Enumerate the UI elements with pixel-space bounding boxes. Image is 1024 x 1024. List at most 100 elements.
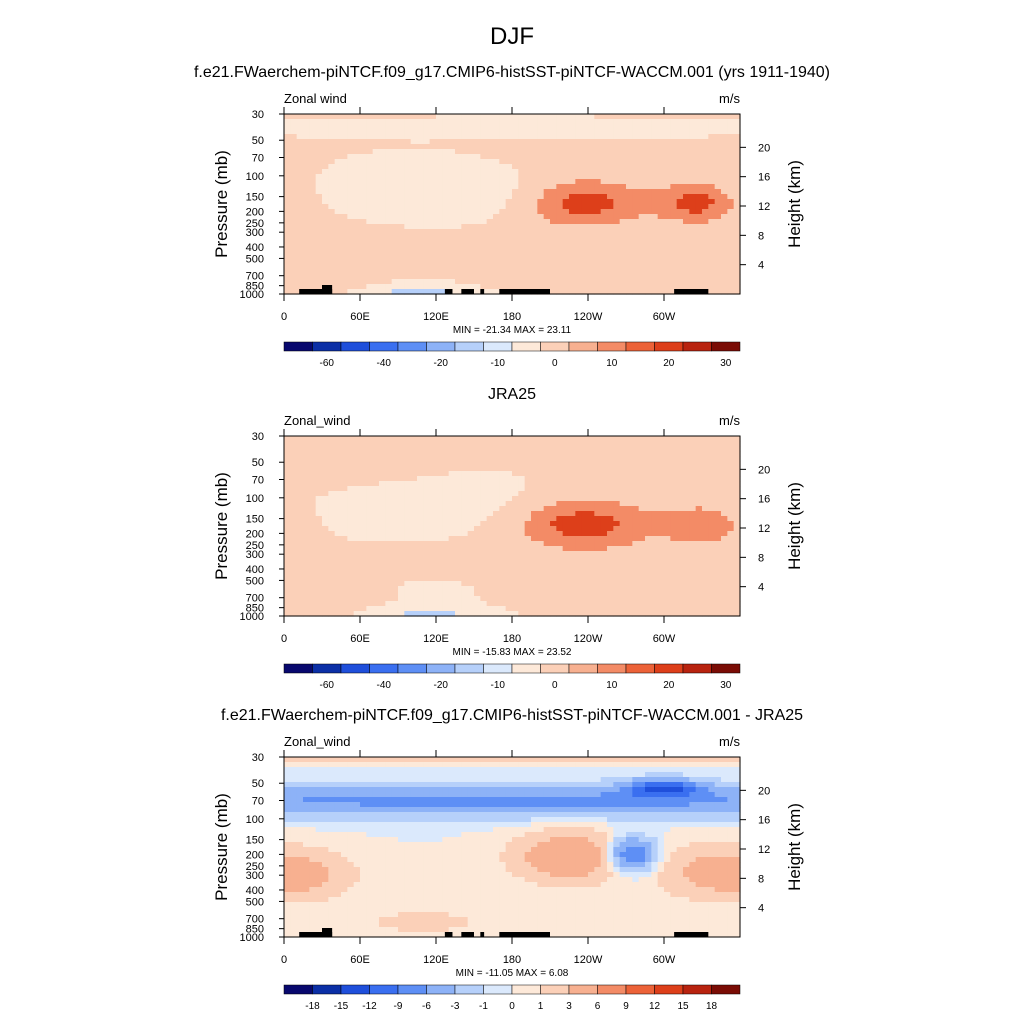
field-cell bbox=[391, 556, 399, 562]
field-cell bbox=[461, 119, 469, 125]
field-cell bbox=[702, 239, 709, 245]
field-cell bbox=[537, 194, 545, 200]
field-cell bbox=[379, 279, 386, 285]
field-cell bbox=[486, 159, 494, 165]
field-cell bbox=[404, 164, 412, 170]
field-cell bbox=[467, 576, 475, 582]
field-cell bbox=[467, 184, 475, 190]
field-cell bbox=[284, 596, 291, 602]
field-cell bbox=[714, 541, 722, 547]
field-cell bbox=[727, 491, 735, 497]
field-cell bbox=[543, 546, 551, 552]
field-cell bbox=[309, 566, 317, 572]
field-cell bbox=[512, 149, 519, 155]
field-cell bbox=[600, 224, 608, 230]
field-cell bbox=[562, 274, 570, 280]
field-cell bbox=[714, 471, 722, 477]
field-cell bbox=[670, 149, 678, 155]
field-cell bbox=[410, 234, 418, 240]
field-cell bbox=[353, 219, 361, 225]
field-cell bbox=[467, 264, 475, 270]
field-cell bbox=[436, 481, 443, 487]
field-cell bbox=[284, 244, 291, 250]
field-cell bbox=[676, 566, 684, 572]
field-cell bbox=[651, 169, 659, 175]
field-cell bbox=[695, 269, 703, 275]
field-cell bbox=[448, 279, 456, 285]
field-cell bbox=[505, 134, 513, 140]
field-cell bbox=[372, 466, 380, 472]
field-cell bbox=[391, 134, 399, 140]
field-cell bbox=[328, 491, 336, 497]
field-cell bbox=[303, 456, 310, 462]
field-cell bbox=[562, 134, 570, 140]
field-cell bbox=[461, 531, 469, 537]
field-cell bbox=[315, 586, 323, 592]
field-cell bbox=[562, 129, 570, 135]
field-cell bbox=[334, 129, 342, 135]
field-cell bbox=[486, 536, 494, 542]
field-cell bbox=[303, 476, 310, 482]
field-cell bbox=[322, 244, 329, 250]
field-cell bbox=[543, 234, 551, 240]
field-cell bbox=[518, 586, 526, 592]
field-cell bbox=[398, 234, 405, 240]
field-cell bbox=[448, 154, 456, 160]
field-cell bbox=[455, 551, 462, 557]
field-cell bbox=[290, 516, 298, 522]
field-cell bbox=[531, 446, 538, 452]
field-cell bbox=[493, 556, 500, 562]
field-cell bbox=[727, 174, 735, 180]
field-cell bbox=[619, 234, 627, 240]
field-cell bbox=[334, 154, 342, 160]
field-cell bbox=[448, 239, 456, 245]
field-cell bbox=[385, 249, 393, 255]
field-cell bbox=[600, 119, 608, 125]
field-cell bbox=[569, 556, 576, 562]
field-cell bbox=[575, 244, 583, 250]
field-cell bbox=[695, 144, 703, 150]
field-cell bbox=[562, 289, 570, 295]
field-cell bbox=[512, 541, 519, 547]
field-cell bbox=[524, 139, 532, 145]
field-cell bbox=[702, 264, 709, 270]
field-cell bbox=[410, 189, 418, 195]
field-cell bbox=[556, 461, 564, 467]
field-cell bbox=[341, 164, 348, 170]
field-cell bbox=[714, 501, 722, 507]
field-cell bbox=[353, 199, 361, 205]
field-cell bbox=[290, 124, 298, 130]
field-cell bbox=[366, 174, 374, 180]
field-cell bbox=[455, 154, 462, 160]
field-cell bbox=[360, 219, 367, 225]
field-cell bbox=[455, 566, 462, 572]
field-cell bbox=[360, 189, 367, 195]
field-cell bbox=[733, 536, 741, 542]
field-cell bbox=[379, 561, 386, 567]
field-cell bbox=[575, 129, 583, 135]
field-cell bbox=[353, 124, 361, 130]
field-cell bbox=[695, 219, 703, 225]
field-cell bbox=[284, 506, 291, 512]
field-cell bbox=[613, 451, 621, 457]
field-cell bbox=[505, 114, 513, 120]
field-cell bbox=[385, 456, 393, 462]
right-axis-title: Height (km) bbox=[785, 160, 804, 248]
field-cell bbox=[322, 114, 329, 120]
field-cell bbox=[499, 269, 507, 275]
field-cell bbox=[436, 169, 443, 175]
field-cell bbox=[702, 466, 709, 472]
field-cell bbox=[689, 204, 697, 210]
field-cell bbox=[379, 119, 386, 125]
field-cell bbox=[353, 244, 361, 250]
field-cell bbox=[467, 124, 475, 130]
field-cell bbox=[714, 124, 722, 130]
field-cell bbox=[429, 466, 437, 472]
field-cell bbox=[417, 214, 424, 220]
field-cell bbox=[588, 159, 595, 165]
field-cell bbox=[607, 546, 614, 552]
field-cell bbox=[594, 451, 602, 457]
field-cell bbox=[315, 576, 323, 582]
field-cell bbox=[360, 561, 367, 567]
field-cell bbox=[436, 239, 443, 245]
